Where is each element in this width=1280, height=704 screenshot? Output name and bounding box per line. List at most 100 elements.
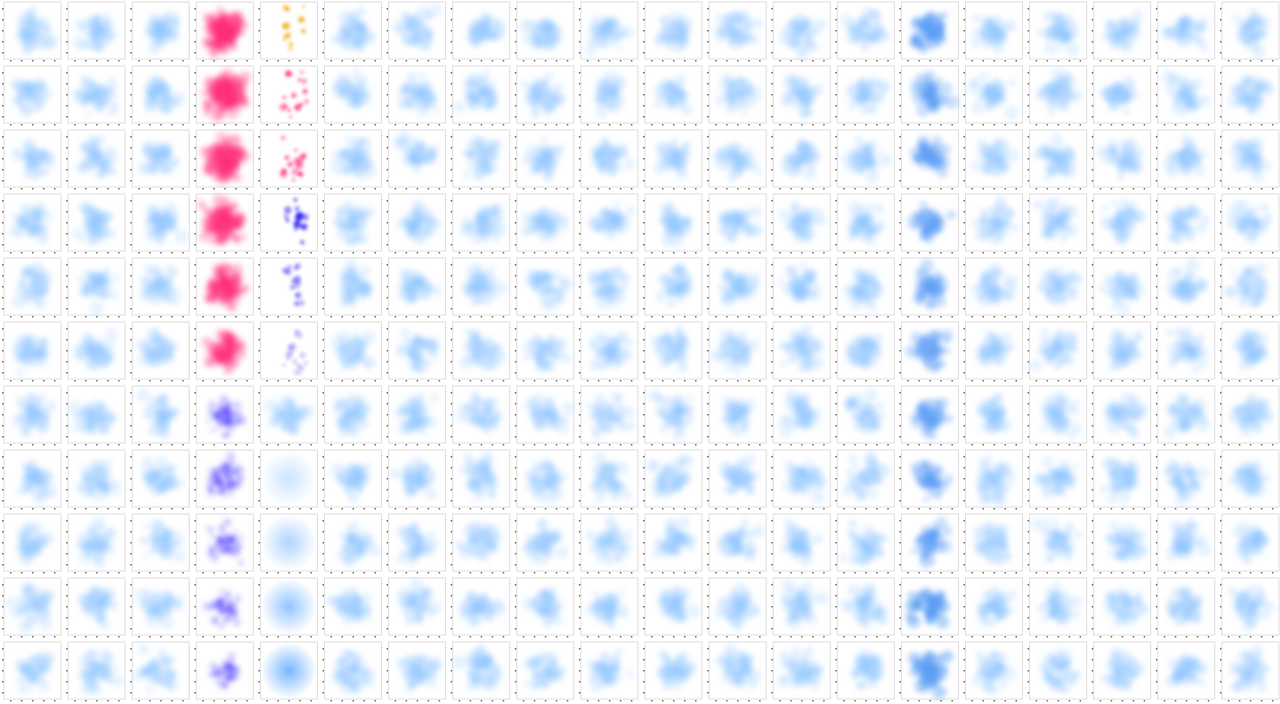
axis-tick [643, 94, 645, 96]
axis-tick [918, 252, 920, 254]
axis-tick [887, 188, 889, 190]
axis-tick [566, 60, 569, 62]
axis-tick [963, 41, 965, 43]
scatter-point [162, 84, 171, 93]
axis-tick [352, 188, 354, 190]
axis-tick [182, 60, 184, 62]
scatter-point [203, 165, 209, 172]
axis-tick [899, 233, 901, 235]
axis-tick [2, 8, 4, 10]
scatter-point [859, 105, 870, 116]
axis-tick [74, 316, 76, 318]
axis-tick [1163, 60, 1166, 62]
axis-tick [1110, 124, 1113, 126]
scatter-point [93, 13, 102, 23]
scatter-point [30, 209, 38, 217]
scatter-point [1262, 215, 1271, 224]
axis-tick [21, 252, 23, 254]
scatter-point [484, 69, 491, 76]
axis-tick [707, 83, 709, 85]
scatter-point [283, 104, 288, 109]
axis-tick [130, 147, 132, 149]
axis-tick [107, 60, 109, 62]
scatter-point [474, 152, 485, 163]
scatter-point [85, 30, 98, 43]
axis-tick [759, 60, 761, 62]
scatter-point [726, 216, 735, 224]
axis-tick [748, 124, 750, 126]
scatter-point [302, 88, 308, 94]
axis-tick [715, 252, 717, 254]
axis-tick [514, 158, 517, 160]
axis-tick [1163, 252, 1166, 254]
axis-tick [726, 188, 728, 190]
scatter-point [1168, 91, 1175, 98]
axis-tick [171, 252, 173, 254]
scatter-point [1251, 7, 1258, 14]
thumbnail [771, 65, 831, 126]
scatter-point [737, 169, 745, 177]
scatter-point [357, 22, 369, 34]
scatter-point [543, 106, 553, 116]
axis-tick [876, 60, 878, 62]
axis-tick [812, 188, 814, 190]
axis-tick [597, 60, 600, 62]
axis-tick [1249, 252, 1252, 254]
axis-tick [130, 116, 132, 118]
axis-tick [74, 124, 76, 126]
scatter-point [841, 152, 855, 167]
axis-tick [1260, 188, 1263, 190]
axis-tick [963, 222, 965, 224]
axis-tick [771, 30, 773, 32]
scatter-point [464, 219, 474, 229]
scatter-point [1059, 224, 1069, 234]
axis-tick [54, 252, 56, 254]
scatter-point [1111, 200, 1119, 208]
axis-tick [1219, 52, 1222, 54]
scatter-point [1101, 204, 1109, 212]
axis-tick [662, 188, 664, 190]
axis-tick [66, 264, 68, 266]
scatter-point [101, 13, 112, 23]
axis-tick [258, 147, 260, 149]
scatter-point [791, 213, 801, 222]
axis-tick [726, 124, 728, 126]
scatter-point [666, 91, 679, 104]
axis-tick [707, 19, 709, 21]
scatter-point [980, 84, 993, 97]
axis-tick [854, 60, 856, 62]
axis-tick [66, 94, 68, 96]
axis-tick [899, 105, 901, 107]
axis-tick [971, 252, 973, 254]
axis-tick [160, 124, 162, 126]
scatter-point [995, 208, 1003, 215]
scatter-point [199, 90, 206, 97]
axis-tick [194, 83, 196, 85]
scatter-point [609, 220, 621, 232]
axis-tick [963, 72, 965, 74]
axis-tick [801, 188, 803, 190]
scatter-point [799, 76, 808, 86]
scatter-point [93, 43, 100, 50]
axis-tick [1219, 147, 1222, 149]
axis-tick [835, 147, 837, 149]
scatter-point [293, 227, 298, 231]
axis-tick [899, 41, 901, 43]
axis-tick [54, 316, 56, 318]
scatter-point [297, 171, 304, 177]
scatter-point [1240, 96, 1250, 106]
axis-tick [299, 124, 301, 126]
scatter-point [167, 19, 180, 32]
axis-tick [993, 124, 995, 126]
axis-tick [707, 105, 709, 107]
scatter-point [604, 157, 611, 165]
axis-tick [54, 60, 56, 62]
axis-tick [887, 60, 889, 62]
axis-tick [1046, 124, 1049, 126]
axis-tick [322, 8, 324, 10]
axis-tick [118, 188, 120, 190]
axis-tick [1099, 252, 1102, 254]
axis-tick [258, 222, 260, 224]
axis-tick [1155, 52, 1158, 54]
axis-tick [21, 316, 23, 318]
